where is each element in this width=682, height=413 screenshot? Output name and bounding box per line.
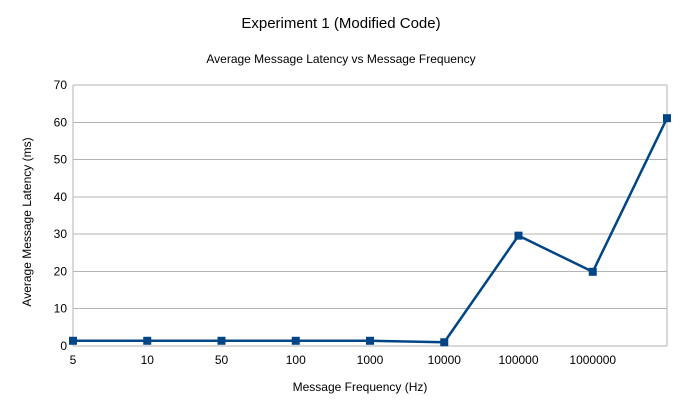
- x-tick-label: 5: [70, 353, 77, 367]
- y-tick-label: 70: [54, 78, 68, 92]
- data-point-marker: [366, 336, 374, 345]
- x-tick-label: 100000: [498, 353, 538, 367]
- data-point-marker: [217, 336, 226, 345]
- data-point-marker: [143, 336, 152, 345]
- series-group: [69, 114, 671, 347]
- data-point-marker: [440, 338, 449, 347]
- x-tick-label: 10: [141, 353, 155, 367]
- y-tick-label: 20: [54, 264, 68, 278]
- x-tick-label: 50: [215, 353, 229, 367]
- data-point-marker: [69, 336, 77, 345]
- x-tick-label: 1000000: [569, 353, 616, 367]
- data-point-marker: [291, 336, 300, 345]
- chart-title: Experiment 1 (Modified Code): [241, 15, 440, 32]
- chart-subtitle: Average Message Latency vs Message Frequ…: [206, 52, 475, 66]
- y-tick-label: 50: [54, 153, 68, 167]
- x-tick-label: 1000: [357, 353, 384, 367]
- x-tick-labels: 5 10 50 100 1000 10000 100000 1000000: [70, 353, 617, 367]
- y-tick-label: 40: [54, 190, 68, 204]
- y-tick-labels: 0 10 20 30 40 50 60 70: [54, 78, 68, 353]
- x-axis-label: Message Frequency (Hz): [293, 380, 428, 394]
- data-point-marker: [663, 114, 671, 123]
- y-axis-label: Average Message Latency (ms): [20, 137, 34, 306]
- x-tick-label: 100: [286, 353, 306, 367]
- data-point-marker: [588, 267, 597, 276]
- y-tick-label: 10: [54, 302, 68, 316]
- gridlines: [72, 84, 668, 347]
- x-tick-label: 10000: [428, 353, 462, 367]
- y-tick-label: 0: [60, 339, 67, 353]
- y-tick-label: 30: [54, 227, 68, 241]
- y-tick-label: 60: [54, 115, 68, 129]
- data-point-marker: [514, 231, 523, 240]
